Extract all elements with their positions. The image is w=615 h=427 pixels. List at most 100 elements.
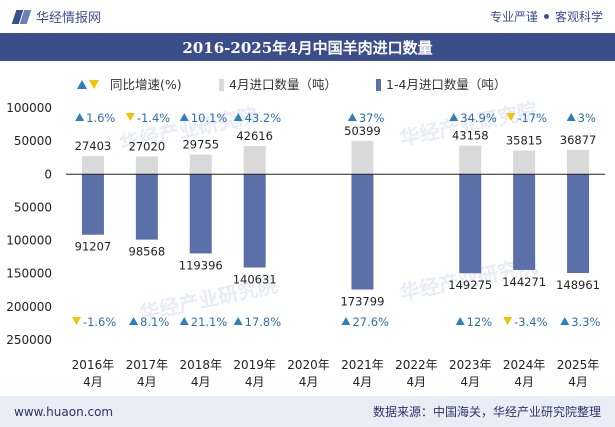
bar-monthly xyxy=(243,146,266,175)
x-tick-label: 2016年 4月 xyxy=(72,358,115,389)
x-tick-label: 2021年 4月 xyxy=(341,358,384,389)
cumulative-value-label: 148961 xyxy=(556,278,600,292)
bar-monthly xyxy=(351,140,374,175)
monthly-growth-label: 1.6% xyxy=(86,111,115,125)
bar-cumulative xyxy=(135,174,158,240)
y-axis: 100000 50000 0 50000 100000 150000 200000 25000… xyxy=(6,101,52,347)
monthly-value-label: 42616 xyxy=(236,129,273,143)
cumulative-growth-label: 12% xyxy=(467,315,493,329)
monthly-growth-label: -1.4% xyxy=(137,111,170,125)
cumulative-growth-label: 27.6% xyxy=(352,315,389,329)
bullet-dot-icon xyxy=(543,14,549,19)
x-tick-label: 2019年 4月 xyxy=(233,358,276,389)
cumulative-growth-label: 3.3% xyxy=(571,315,600,329)
monthly-growth-down-triangle-icon xyxy=(506,113,516,121)
tagline: 专业严谨 客观科学 xyxy=(490,8,603,25)
y-tick-label: 50000 xyxy=(14,200,52,214)
monthly-value-label: 50399 xyxy=(344,124,381,138)
x-tick-label: 2018年 4月 xyxy=(179,358,222,389)
chart-title-bar: 2016-2025年4月中国羊肉进口数量 xyxy=(0,33,615,61)
bar-cumulative xyxy=(81,174,104,235)
legend-up-triangle-icon xyxy=(77,80,87,89)
x-tick-label: 2023年 4月 xyxy=(449,358,492,389)
y-tick-label: 50000 xyxy=(14,134,52,148)
monthly-value-label: 43158 xyxy=(452,129,489,143)
cumulative-growth-label: 8.1% xyxy=(140,315,169,329)
bar-cumulative xyxy=(459,174,482,274)
monthly-growth-up-triangle-icon xyxy=(347,113,357,121)
monthly-growth-label: 10.1% xyxy=(191,111,228,125)
cumulative-growth-up-triangle-icon xyxy=(455,317,465,325)
cumulative-growth-label: 17.8% xyxy=(245,315,282,329)
cumulative-value-label: 140631 xyxy=(233,273,277,287)
monthly-value-label: 27403 xyxy=(75,139,112,153)
tagline-right: 客观科学 xyxy=(554,10,603,24)
monthly-growth-label: 34.9% xyxy=(460,111,497,125)
monthly-growth-up-triangle-icon xyxy=(179,113,189,121)
brand: 华经情报网 xyxy=(12,7,101,26)
legend-down-triangle-icon xyxy=(89,80,99,89)
bar-monthly xyxy=(459,145,482,175)
x-axis: 2016年 4月 2017年 4月 2018年 4月 2019年 4月 2020年 4月 2021年… xyxy=(72,358,600,389)
monthly-growth-label: -17% xyxy=(517,111,547,125)
top-bar: 华经情报网 专业严谨 客观科学 xyxy=(0,0,615,33)
bar-monthly xyxy=(567,149,590,175)
y-tick-label: 150000 xyxy=(6,267,52,281)
bar-cumulative xyxy=(189,174,212,254)
bar-cumulative xyxy=(567,174,590,274)
cumulative-growth-label: 21.1% xyxy=(191,315,228,329)
cumulative-growth-up-triangle-icon xyxy=(341,317,351,325)
legend-monthly-label: 4月进口数量（吨） xyxy=(229,77,337,92)
y-tick-label: 100000 xyxy=(6,101,52,115)
bar-monthly xyxy=(81,156,104,175)
cumulative-growth-up-triangle-icon xyxy=(233,317,243,325)
cumulative-growth-up-triangle-icon xyxy=(560,317,570,325)
monthly-value-label: 35815 xyxy=(506,134,543,148)
x-tick-label: 2020年 4月 xyxy=(287,358,330,389)
chart-legend: 同比增速(%) 4月进口数量（吨） 1-4月进口数量（吨） xyxy=(77,77,506,92)
tagline-left: 专业严谨 xyxy=(489,10,538,24)
monthly-value-label: 29755 xyxy=(182,138,219,152)
monthly-growth-label: 43.2% xyxy=(245,111,282,125)
bar-cumulative xyxy=(513,174,536,270)
x-tick-label: 2022年 4月 xyxy=(395,358,438,389)
legend-cumulative-swatch xyxy=(376,79,381,91)
footer-source: 数据来源：中国海关，华经产业研究院整理 xyxy=(372,405,601,419)
cumulative-growth-label: -1.6% xyxy=(83,315,116,329)
data-labels-layer: 27403 91207 1.6% -1.6% 27020 98568 -1.4% 8.1% 29… xyxy=(71,111,601,329)
monthly-value-label: 27020 xyxy=(129,139,166,153)
x-tick-label: 2025年 4月 xyxy=(557,358,600,389)
footer-website: www.huaon.com xyxy=(14,404,114,419)
cumulative-value-label: 91207 xyxy=(75,240,112,254)
y-tick-label: 250000 xyxy=(6,333,52,347)
bars-layer xyxy=(81,140,590,290)
cumulative-growth-up-triangle-icon xyxy=(129,317,139,325)
monthly-growth-up-triangle-icon xyxy=(566,113,576,121)
cumulative-growth-down-triangle-icon xyxy=(71,317,81,325)
bar-monthly xyxy=(189,154,212,175)
footer: www.huaon.com 数据来源：中国海关，华经产业研究院整理 xyxy=(0,396,615,427)
y-tick-label: 100000 xyxy=(6,234,52,248)
monthly-growth-label: 37% xyxy=(359,111,385,125)
brand-name: 华经情报网 xyxy=(36,11,102,26)
y-tick-label: 200000 xyxy=(6,300,52,314)
cumulative-growth-label: -3.4% xyxy=(514,315,547,329)
legend-growth-item: 同比增速(%) xyxy=(77,77,182,92)
bar-monthly xyxy=(135,156,158,175)
cumulative-value-label: 149275 xyxy=(448,278,492,292)
cumulative-growth-up-triangle-icon xyxy=(179,317,189,325)
bar-cumulative xyxy=(351,174,374,290)
cumulative-growth-down-triangle-icon xyxy=(503,317,513,325)
monthly-growth-up-triangle-icon xyxy=(233,113,243,121)
monthly-value-label: 36877 xyxy=(560,133,597,147)
legend-monthly-swatch xyxy=(219,79,224,91)
brand-logo-icon xyxy=(12,9,30,25)
legend-growth-label: 同比增速(%) xyxy=(110,77,182,92)
monthly-growth-up-triangle-icon xyxy=(449,113,459,121)
monthly-growth-up-triangle-icon xyxy=(75,113,85,121)
bar-monthly xyxy=(513,150,536,175)
chart-title: 2016-2025年4月中国羊肉进口数量 xyxy=(182,38,433,57)
legend-monthly-item: 4月进口数量（吨） xyxy=(219,77,337,92)
legend-cumulative-label: 1-4月进口数量（吨） xyxy=(386,77,506,92)
